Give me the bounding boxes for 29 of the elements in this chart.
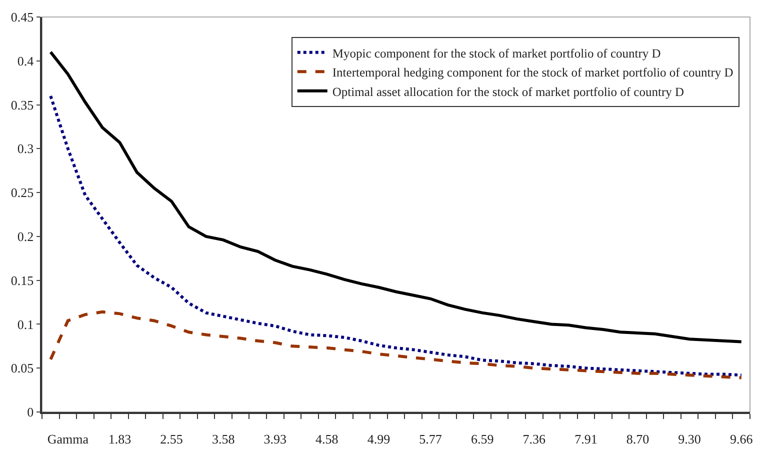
line-series [49,50,743,344]
y-tick-label: 0.4 [17,53,34,68]
x-tick-label: 4.58 [316,431,338,446]
y-tick-label: 0 [27,404,34,420]
legend-label: Intertemporal hedging component for the stock of market portfolio of country D [332,66,734,80]
x-tick-label: 9.30 [678,431,701,446]
x-tick-label: 3.93 [264,431,286,446]
legend-label: Myopic component for the stock of market portfolio of country D [332,46,661,60]
x-tick-label: 7.91 [574,431,598,446]
y-tick-label: 0.25 [10,185,34,200]
x-tick-label: 1.83 [108,431,132,446]
x-tick-label: 9.66 [730,431,754,446]
y-tick-label: 0.15 [10,272,34,288]
x-tick-label: 5.77 [419,431,442,446]
x-tick-label: 3.58 [212,431,235,446]
x-tick-label: 7.36 [522,431,546,446]
y-tick-label: 0.1 [17,316,34,332]
x-tick-label: 4.99 [367,431,390,446]
x-tick-label: 8.70 [626,431,650,446]
line-series [49,310,743,380]
y-tick-label: 0.3 [17,141,34,156]
y-tick-label: 0.35 [10,97,34,112]
x-tick-label: 6.59 [470,431,494,446]
y-tick-label: 0.45 [10,10,34,25]
x-tick-label: Gamma [47,431,89,446]
legend-label: Optimal asset allocation for the stock of market portfolio of country D [332,84,684,99]
y-tick-label: 0.2 [17,228,34,244]
x-tick-label: 2.55 [160,431,183,446]
y-tick-label: 0.05 [10,360,34,376]
